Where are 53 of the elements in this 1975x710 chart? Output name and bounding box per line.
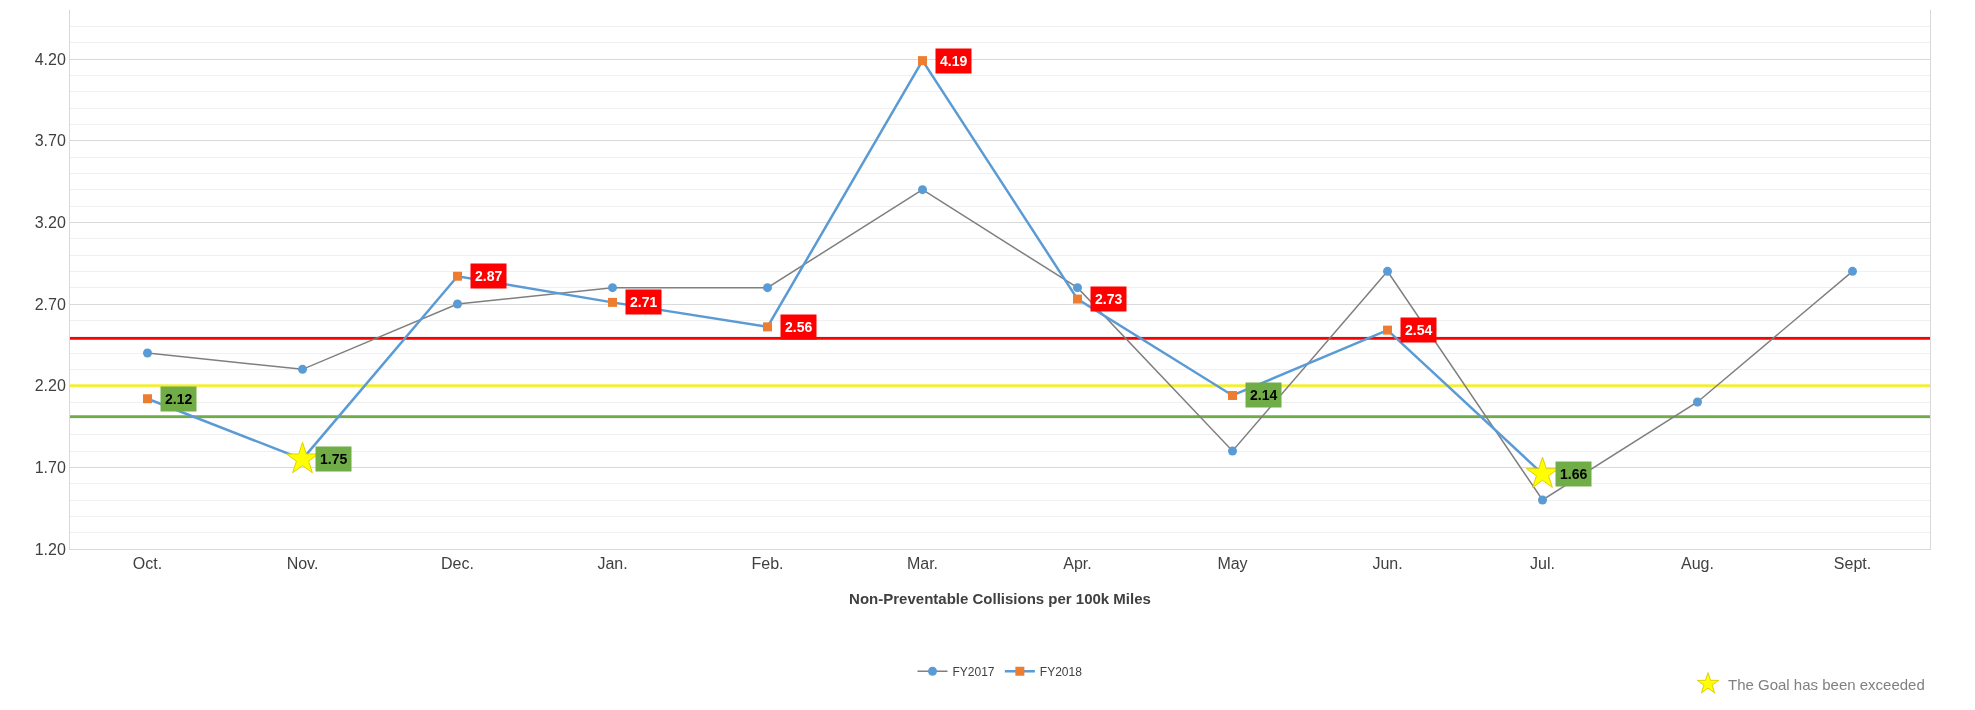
point: [608, 283, 617, 293]
data-label: 1.75: [320, 451, 348, 467]
y-tick-label: 3.70: [34, 132, 66, 150]
x-tick-label: May: [1217, 555, 1248, 573]
legend-label: FY2017: [952, 664, 995, 679]
point: [1383, 266, 1392, 276]
point: [1228, 446, 1237, 456]
x-tick-label: Jun.: [1372, 555, 1403, 573]
data-label: 2.14: [1250, 387, 1278, 403]
x-tick-label: Sept.: [1833, 555, 1872, 573]
legend-label: FY2018: [1039, 664, 1083, 679]
point: [1073, 283, 1082, 293]
y-tick-label: 1.20: [34, 540, 66, 558]
y-tick-label: 4.20: [34, 50, 66, 68]
x-tick-label: Apr.: [1063, 555, 1092, 573]
x-tick-label: Jan.: [597, 555, 628, 573]
legend-label: The Goal has been exceeded: [1728, 675, 1925, 693]
y-tick-label: 1.70: [34, 458, 66, 476]
x-tick-label: Jul.: [1530, 555, 1555, 573]
point: [918, 56, 927, 66]
data-label: 2.71: [630, 294, 658, 310]
point: [298, 364, 307, 374]
x-tick-label: Mar.: [906, 555, 939, 573]
point: [608, 297, 617, 307]
point: [918, 185, 927, 195]
point: [1383, 325, 1392, 335]
data-label: 2.73: [1095, 291, 1123, 307]
point: [763, 283, 772, 293]
point: [1848, 266, 1857, 276]
data-label: 1.66: [1560, 466, 1588, 482]
y-tick-label: 2.20: [34, 377, 66, 395]
data-label: 2.54: [1405, 322, 1433, 338]
data-label: 2.12: [165, 391, 193, 407]
data-label: 4.19: [940, 53, 968, 69]
point: [1073, 294, 1082, 304]
point: [1693, 397, 1702, 407]
x-tick-label: Oct.: [132, 555, 163, 573]
point: [453, 299, 462, 309]
y-tick-label: 2.70: [34, 295, 66, 313]
x-tick-label: Dec.: [441, 555, 474, 573]
data-label: 2.56: [785, 319, 813, 335]
y-tick-label: 3.20: [34, 213, 66, 231]
point: [1538, 495, 1547, 505]
x-tick-label: Feb.: [751, 555, 784, 573]
point: [1228, 390, 1237, 400]
x-tick-label: Aug.: [1681, 555, 1714, 573]
point: [763, 322, 772, 332]
point: [453, 271, 462, 281]
x-axis-title: Non-Preventable Collisions per 100k Miles: [849, 590, 1151, 608]
data-label: 2.87: [475, 268, 503, 284]
x-tick-label: Nov.: [286, 555, 319, 573]
point: [143, 394, 152, 404]
point: [143, 348, 152, 358]
